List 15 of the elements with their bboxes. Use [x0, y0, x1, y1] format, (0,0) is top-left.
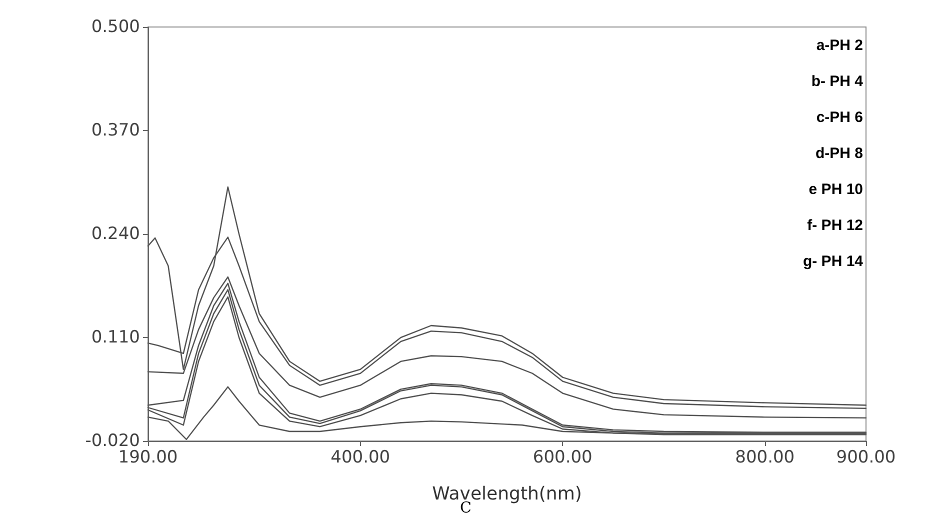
annotation: d-PH 8 [815, 145, 864, 162]
y-tick-label: 0.240 [91, 224, 140, 244]
x-tick-label: 800.00 [735, 448, 795, 468]
x-tick-label: 600.00 [532, 448, 592, 468]
annotation: f- PH 12 [807, 217, 864, 234]
annotation: e PH 10 [808, 181, 864, 198]
annotation: b- PH 4 [811, 73, 864, 90]
y-tick-label: 0.370 [91, 120, 140, 140]
annotation: g- PH 14 [802, 253, 864, 270]
annotation: c-PH 6 [816, 109, 864, 126]
x-tick-label: 400.00 [330, 448, 390, 468]
annotation: a-PH 2 [816, 37, 864, 54]
y-tick-label: 0.500 [91, 17, 140, 37]
x-tick-label: 900.00 [836, 448, 896, 468]
y-tick-label: 0.110 [91, 328, 140, 348]
